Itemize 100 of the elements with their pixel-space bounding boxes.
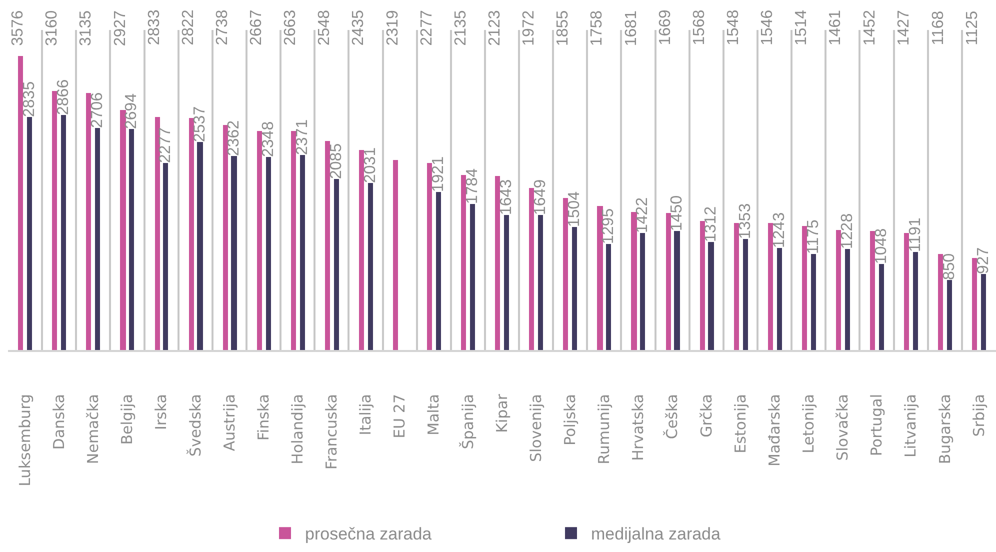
data-label: 3160 xyxy=(44,10,61,46)
data-label: 1243 xyxy=(771,212,788,248)
data-label: 2706 xyxy=(89,92,106,128)
bar xyxy=(700,221,705,350)
bar xyxy=(300,155,305,350)
data-label: 2319 xyxy=(384,10,402,46)
data-label: 1504 xyxy=(566,191,583,227)
bar xyxy=(52,91,57,350)
x-tick-label: Kipar xyxy=(492,393,511,433)
x-tick-label: Holandija xyxy=(288,394,306,464)
bar xyxy=(393,160,398,350)
x-tick-label: Grčka xyxy=(697,394,716,438)
bar xyxy=(708,242,714,350)
data-label: 1452 xyxy=(861,10,878,46)
bar xyxy=(563,198,568,350)
data-label: 1312 xyxy=(702,206,720,242)
data-label: 2362 xyxy=(226,120,242,156)
bar xyxy=(904,233,909,350)
bar xyxy=(640,233,645,350)
x-tick-label: Portugal xyxy=(868,394,886,456)
bar xyxy=(734,223,739,350)
data-label: 2663 xyxy=(282,10,300,46)
data-label: 2031 xyxy=(362,147,379,183)
x-tick-label: Danska xyxy=(50,394,68,450)
x-tick-label: Finska xyxy=(254,394,272,441)
bar xyxy=(427,163,432,350)
bar xyxy=(495,176,500,350)
bar xyxy=(95,128,100,350)
data-label: 1758 xyxy=(588,10,606,46)
data-label: 1048 xyxy=(873,228,890,264)
x-tick-label: EU 27 xyxy=(390,394,409,438)
data-label: 1295 xyxy=(600,208,617,244)
data-label: 1427 xyxy=(895,10,912,46)
bar xyxy=(436,192,441,350)
data-label: 2822 xyxy=(180,10,197,46)
bar xyxy=(538,215,543,350)
data-label: 2927 xyxy=(112,10,129,46)
x-tick-label: Letonija xyxy=(799,394,818,454)
x-tick-label: Poljska xyxy=(561,394,580,446)
bar xyxy=(257,131,262,350)
data-label: 1228 xyxy=(839,213,856,249)
data-label: 1972 xyxy=(520,10,538,46)
bar xyxy=(359,150,364,350)
data-label: 3135 xyxy=(78,10,95,46)
bar xyxy=(291,131,296,350)
bar xyxy=(120,110,126,350)
x-tick-label: Hrvatska xyxy=(629,394,648,461)
bar xyxy=(777,248,782,350)
bar xyxy=(61,115,66,350)
bar xyxy=(470,204,475,350)
data-label: 2537 xyxy=(192,106,208,142)
bar xyxy=(666,213,671,350)
bar xyxy=(155,117,160,350)
data-label: 2833 xyxy=(146,9,163,46)
x-tick-label: Italija xyxy=(356,394,375,436)
bar xyxy=(879,264,884,350)
x-tick-label: Belgija xyxy=(118,394,136,445)
legend-label: prosečna zarada xyxy=(305,524,432,544)
bar xyxy=(231,156,237,350)
data-label: 1175 xyxy=(805,219,822,254)
data-label: 1125 xyxy=(964,10,981,46)
bar xyxy=(768,223,773,350)
data-label: 1649 xyxy=(532,179,549,215)
bar xyxy=(845,249,850,350)
x-tick-label: Estonija xyxy=(731,394,750,454)
data-label: 1514 xyxy=(793,10,810,46)
bar xyxy=(529,188,534,350)
data-label: 2866 xyxy=(55,79,72,115)
bar xyxy=(802,226,807,350)
bar xyxy=(836,230,841,350)
bar xyxy=(334,179,339,350)
data-label: 1855 xyxy=(554,10,572,46)
bar xyxy=(504,215,509,350)
x-tick-label: Malta xyxy=(424,394,443,436)
x-tick-label: Srbija xyxy=(970,394,988,437)
x-tick-label: Mađarska xyxy=(765,394,784,466)
x-tick-label: Litvanija xyxy=(902,394,920,458)
data-label: 1681 xyxy=(622,10,640,46)
data-label: 1784 xyxy=(464,168,481,204)
data-label: 2738 xyxy=(214,10,231,46)
data-label: 2085 xyxy=(328,143,345,179)
data-label: 1422 xyxy=(634,197,651,233)
data-label: 2135 xyxy=(452,10,470,46)
bar xyxy=(368,183,373,350)
data-label: 2435 xyxy=(350,10,368,46)
data-label: 2548 xyxy=(316,10,334,46)
x-tick-label: Austrija xyxy=(220,394,238,452)
bar xyxy=(572,227,577,350)
bar xyxy=(461,175,466,350)
bar xyxy=(163,163,168,350)
x-tick-label: Irska xyxy=(152,394,170,430)
x-tick-label: Bugarska xyxy=(936,394,954,464)
data-label: 3576 xyxy=(10,10,27,46)
x-tick-label: Slovenija xyxy=(526,394,545,462)
x-tick-label: Španija xyxy=(458,394,477,450)
bar xyxy=(129,129,134,350)
data-label: 2123 xyxy=(486,10,504,46)
data-label: 1353 xyxy=(737,203,754,239)
data-label: 2667 xyxy=(248,10,266,46)
data-label: 2371 xyxy=(294,119,311,155)
